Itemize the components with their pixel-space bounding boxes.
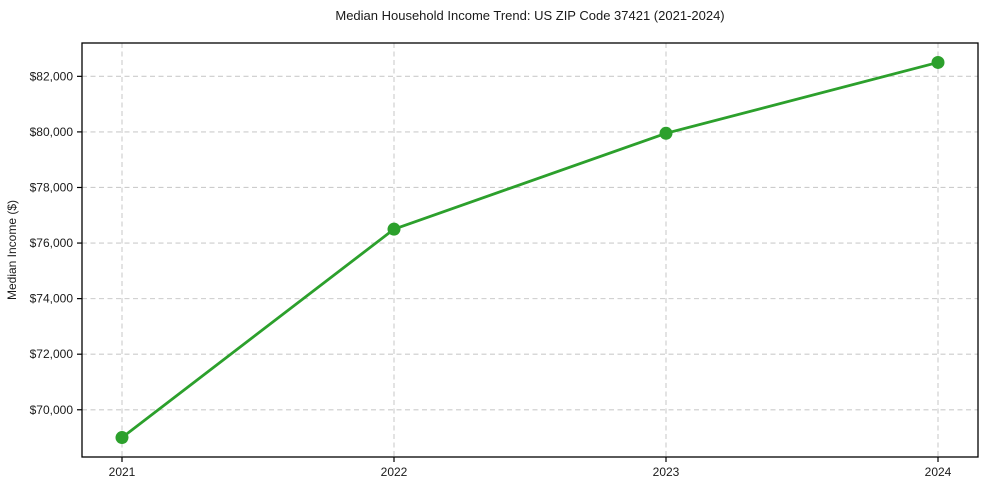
y-tick-label: $74,000	[30, 292, 74, 306]
data-point-2024	[931, 55, 945, 69]
x-tick-label: 2023	[653, 465, 680, 479]
y-tick-label: $76,000	[30, 236, 74, 250]
plot-border	[81, 42, 979, 458]
y-tick-label: $82,000	[30, 69, 74, 83]
x-tick-label: 2022	[381, 465, 408, 479]
chart-title: Median Household Income Trend: US ZIP Co…	[335, 8, 725, 23]
x-tick-label: 2024	[925, 465, 952, 479]
y-tick-label: $78,000	[30, 180, 74, 194]
data-point-2022	[387, 222, 401, 236]
trend-line	[120, 61, 940, 439]
data-point-2021	[115, 431, 129, 445]
data-point-2023	[659, 126, 673, 140]
y-tick-label: $80,000	[30, 125, 74, 139]
y-axis-label: Median Income ($)	[5, 200, 19, 300]
y-tick-label: $70,000	[30, 403, 74, 417]
x-tick-label: 2021	[109, 465, 136, 479]
y-tick-label: $72,000	[30, 347, 74, 361]
